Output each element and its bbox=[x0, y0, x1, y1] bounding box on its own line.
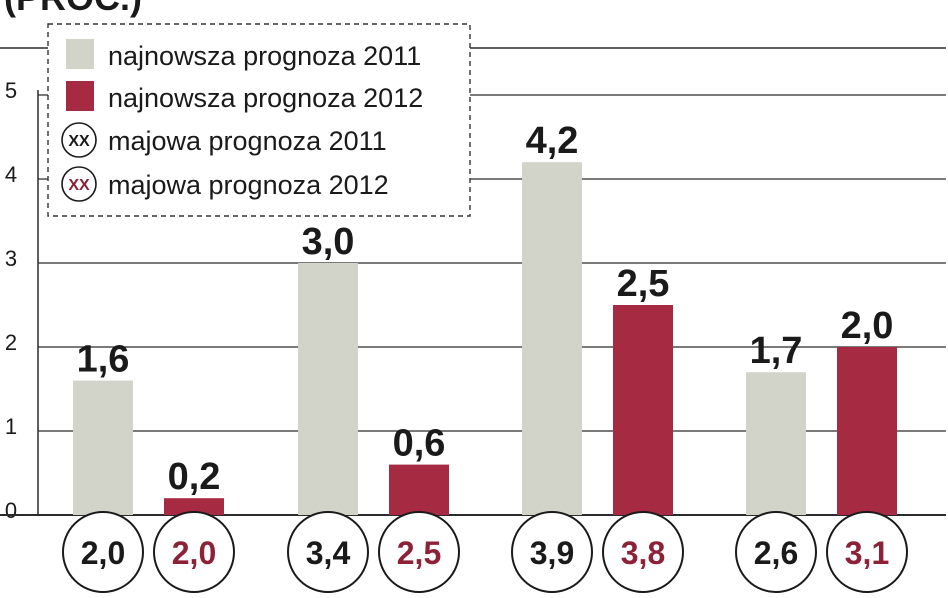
may-forecast-value: 3,1 bbox=[845, 535, 889, 571]
may-forecast-circle bbox=[826, 511, 908, 593]
legend-swatch bbox=[66, 81, 94, 111]
may-forecast-value: 3,8 bbox=[621, 535, 665, 571]
bar-2011 bbox=[298, 263, 358, 515]
may-forecast-circle bbox=[378, 511, 460, 593]
may-forecast-circle bbox=[735, 511, 817, 593]
legend-label: majowa prognoza 2012 bbox=[108, 170, 389, 200]
legend-label: majowa prognoza 2011 bbox=[108, 126, 387, 156]
bar-2011 bbox=[73, 380, 133, 515]
legend-circle-marker bbox=[61, 166, 97, 202]
bar-2012 bbox=[837, 347, 897, 515]
may-forecast-circle bbox=[602, 511, 684, 593]
legend-marker-text: XX bbox=[68, 133, 90, 150]
bar-value-label: 4,2 bbox=[526, 120, 579, 162]
legend-swatch bbox=[66, 39, 94, 69]
may-forecast-circle bbox=[153, 511, 235, 593]
legend-marker-text: XX bbox=[68, 177, 90, 194]
bar-value-label: 2,0 bbox=[841, 305, 894, 347]
bar-value-label: 3,0 bbox=[302, 221, 355, 263]
bar-value-label: 2,5 bbox=[617, 263, 670, 305]
y-tick-label: 2 bbox=[5, 330, 17, 355]
legend-label: najnowsza prognoza 2011 bbox=[108, 41, 421, 71]
may-forecast-value: 2,0 bbox=[81, 535, 125, 571]
bar-value-label: 1,6 bbox=[77, 339, 130, 381]
y-tick-label: 3 bbox=[5, 246, 17, 271]
legend-box bbox=[47, 23, 471, 217]
may-forecast-value: 3,9 bbox=[530, 535, 574, 571]
bar-2011 bbox=[746, 372, 806, 515]
bar-2012 bbox=[389, 464, 449, 515]
bar-2012 bbox=[613, 305, 673, 515]
y-tick-label: 0 bbox=[5, 498, 17, 523]
header-fragment: (PROC.) bbox=[4, 0, 142, 18]
bar-value-label: 0,6 bbox=[393, 423, 446, 465]
y-tick-label: 4 bbox=[5, 162, 17, 187]
may-forecast-circle bbox=[287, 511, 369, 593]
bar-value-label: 1,7 bbox=[750, 330, 803, 372]
may-forecast-value: 2,0 bbox=[172, 535, 216, 571]
bar-2011 bbox=[522, 162, 582, 515]
may-forecast-circle bbox=[62, 511, 144, 593]
legend-circle-marker bbox=[61, 122, 97, 158]
may-forecast-value: 2,5 bbox=[397, 535, 441, 571]
y-tick-label: 1 bbox=[5, 414, 17, 439]
bar-value-label: 0,2 bbox=[168, 456, 221, 498]
may-forecast-value: 2,6 bbox=[754, 535, 798, 571]
bar-2012 bbox=[164, 498, 224, 515]
y-tick-label: 5 bbox=[5, 78, 17, 103]
may-forecast-circle bbox=[511, 511, 593, 593]
legend-label: najnowsza prognoza 2012 bbox=[108, 83, 423, 113]
may-forecast-value: 3,4 bbox=[306, 535, 351, 571]
